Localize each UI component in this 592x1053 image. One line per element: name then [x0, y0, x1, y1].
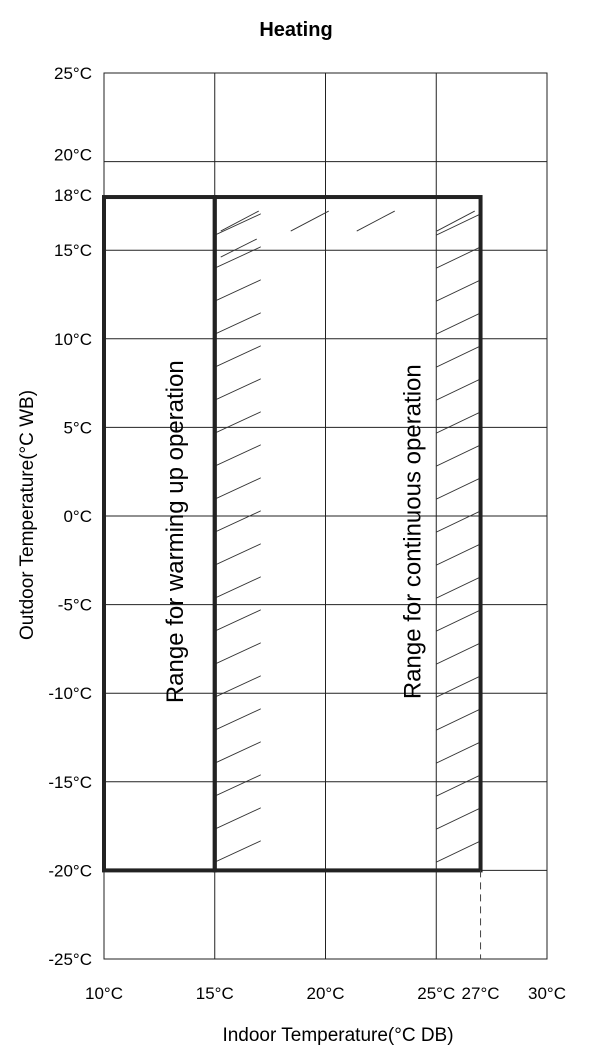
- hatch-line: [436, 444, 481, 467]
- hatch-line: [214, 246, 261, 269]
- hatch-line: [436, 741, 481, 764]
- region-1: [212, 195, 483, 873]
- operating-regions: Range for warming up operation Range for …: [102, 195, 483, 959]
- hatch-line: [436, 246, 481, 269]
- hatch-line: [436, 840, 481, 863]
- hatch-line: [214, 840, 261, 863]
- y-tick-label: -25°C: [48, 950, 92, 969]
- hatch-line: [214, 378, 261, 401]
- hatch-line: [436, 543, 481, 566]
- region-label-1: Range for continuous operation: [400, 364, 427, 699]
- x-tick-label: 10°C: [85, 984, 123, 1003]
- hatch-line: [214, 576, 261, 599]
- hatch-band-left: [214, 213, 261, 863]
- y-tick-label: -5°C: [58, 596, 92, 615]
- x-tick-label: 25°C: [417, 984, 455, 1003]
- hatch-line: [436, 378, 481, 401]
- hatch-line: [436, 675, 481, 698]
- y-axis-label: Outdoor Temperature(°C WB): [17, 390, 38, 640]
- hatch-line: [436, 477, 481, 500]
- hatch-line: [214, 774, 261, 797]
- hatch-line: [436, 708, 481, 731]
- hatch-line: [214, 477, 261, 500]
- y-tick-label: 0°C: [63, 507, 92, 526]
- y-tick-label: 5°C: [63, 418, 92, 437]
- hatch-line: [436, 609, 481, 632]
- hatch-line: [214, 741, 261, 764]
- hatch-line: [214, 807, 261, 830]
- x-tick-label: 27°C: [462, 984, 500, 1003]
- y-tick-label: -10°C: [48, 684, 92, 703]
- hatch-line: [214, 510, 261, 533]
- x-tick-label: 20°C: [307, 984, 345, 1003]
- y-tick-label: -15°C: [48, 773, 92, 792]
- hatch-line: [436, 642, 481, 665]
- hatch-line: [436, 411, 481, 434]
- hatch-line: [214, 411, 261, 434]
- y-tick-label: 20°C: [54, 146, 92, 165]
- hatch-pattern: [214, 210, 481, 863]
- region-0: [102, 195, 217, 873]
- chart-title: Heating: [259, 19, 332, 41]
- y-tick-label: -20°C: [48, 861, 92, 880]
- hatch-line: [436, 210, 475, 232]
- x-tick-label: 30°C: [528, 984, 566, 1003]
- hatch-line: [436, 213, 481, 236]
- x-axis-label: Indoor Temperature(°C DB): [222, 1025, 453, 1046]
- y-tick-label: 25°C: [54, 64, 92, 83]
- hatch-line: [436, 807, 481, 830]
- hatch-line: [214, 312, 261, 335]
- hatch-line: [220, 210, 259, 232]
- hatch-line: [436, 345, 481, 368]
- tick-labels: 10°C 15°C 20°C 25°C 27°C 30°C 25°C 20°C 18°C 15°C…: [48, 64, 566, 1003]
- hatch-line: [436, 576, 481, 599]
- hatch-line: [214, 642, 261, 665]
- hatch-line: [436, 774, 481, 797]
- hatch-line: [214, 708, 261, 731]
- y-tick-label: 10°C: [54, 330, 92, 349]
- y-tick-label: 18°C: [54, 186, 92, 205]
- hatch-band-right: [436, 213, 481, 863]
- hatch-line: [214, 213, 261, 236]
- hatch-line: [214, 345, 261, 368]
- hatch-line: [214, 609, 261, 632]
- hatch-line: [356, 210, 395, 232]
- hatch-line: [220, 238, 257, 258]
- hatch-line: [290, 210, 329, 232]
- hatch-line: [436, 312, 481, 335]
- x-tick-label: 15°C: [196, 984, 234, 1003]
- hatch-line: [214, 675, 261, 698]
- hatch-line: [214, 543, 261, 566]
- hatch-line: [436, 279, 481, 302]
- hatch-line: [214, 279, 261, 302]
- y-tick-label: 15°C: [54, 241, 92, 260]
- hatch-line: [214, 444, 261, 467]
- hatch-line: [436, 510, 481, 533]
- region-label-0: Range for warming up operation: [162, 360, 189, 703]
